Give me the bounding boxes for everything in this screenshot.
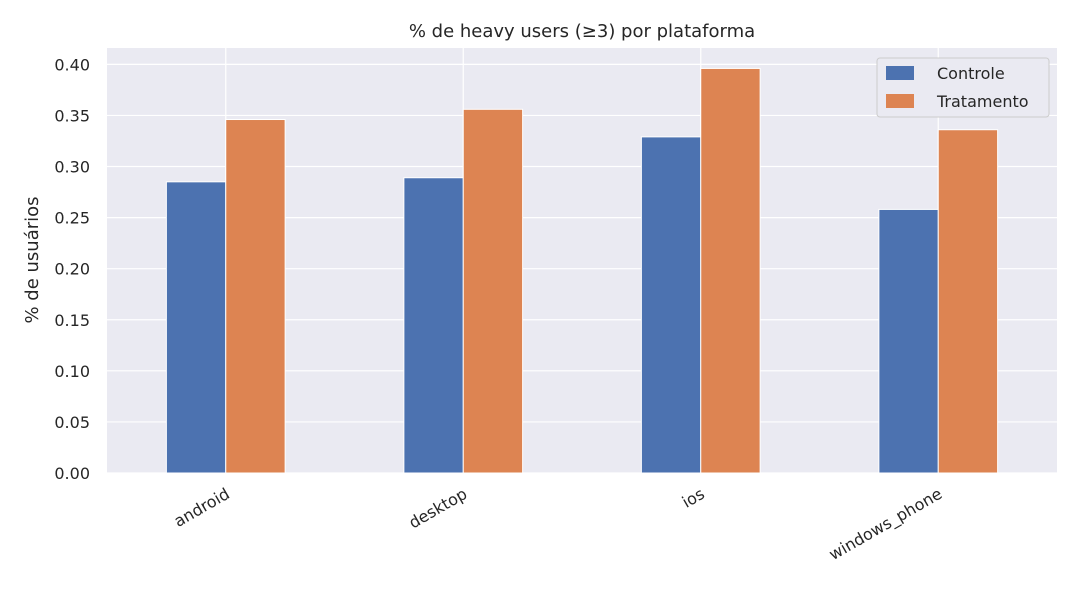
x-tick-label-android: android bbox=[171, 484, 233, 531]
chart-title: % de heavy users (≥3) por plataforma bbox=[409, 21, 755, 42]
y-tick-label: 0.30 bbox=[54, 158, 90, 177]
y-tick-label: 0.40 bbox=[54, 55, 90, 74]
bar-controle-android bbox=[165, 181, 227, 474]
y-tick-label: 0.35 bbox=[54, 106, 90, 125]
bar-controle-desktop bbox=[403, 177, 464, 474]
legend: Controle Tratamento bbox=[876, 57, 1050, 118]
y-tick-label: 0.15 bbox=[54, 311, 90, 330]
y-axis-ticks: 0.00 0.05 0.10 0.15 0.20 0.25 0.30 0.35 0.40 bbox=[54, 55, 90, 483]
bar-tratamento-android bbox=[225, 119, 286, 474]
x-axis-ticks: android desktop ios windows_phone bbox=[171, 484, 946, 565]
bar-controle-ios bbox=[640, 136, 702, 474]
x-tick-label-windows-phone: windows_phone bbox=[826, 484, 946, 565]
y-tick-label: 0.25 bbox=[54, 209, 90, 228]
y-axis-title: % de usuários bbox=[22, 196, 43, 323]
bar-tratamento-desktop bbox=[462, 108, 524, 474]
y-tick-label: 0.10 bbox=[54, 362, 90, 381]
legend-label-controle: Controle bbox=[937, 64, 1005, 83]
legend-swatch-tratamento bbox=[886, 94, 914, 108]
bar-controle-windows-phone bbox=[878, 208, 939, 474]
y-tick-label: 0.05 bbox=[54, 413, 90, 432]
bar-tratamento-windows-phone bbox=[937, 129, 999, 474]
legend-label-tratamento: Tratamento bbox=[936, 92, 1029, 111]
legend-swatch-controle bbox=[886, 66, 914, 80]
bars bbox=[165, 67, 999, 474]
legend-box bbox=[876, 57, 1050, 118]
y-tick-label: 0.20 bbox=[54, 260, 90, 279]
bar-tratamento-ios bbox=[700, 67, 761, 474]
y-tick-label: 0.00 bbox=[54, 464, 90, 483]
x-tick-label-desktop: desktop bbox=[405, 484, 470, 532]
x-tick-label-ios: ios bbox=[679, 484, 708, 512]
